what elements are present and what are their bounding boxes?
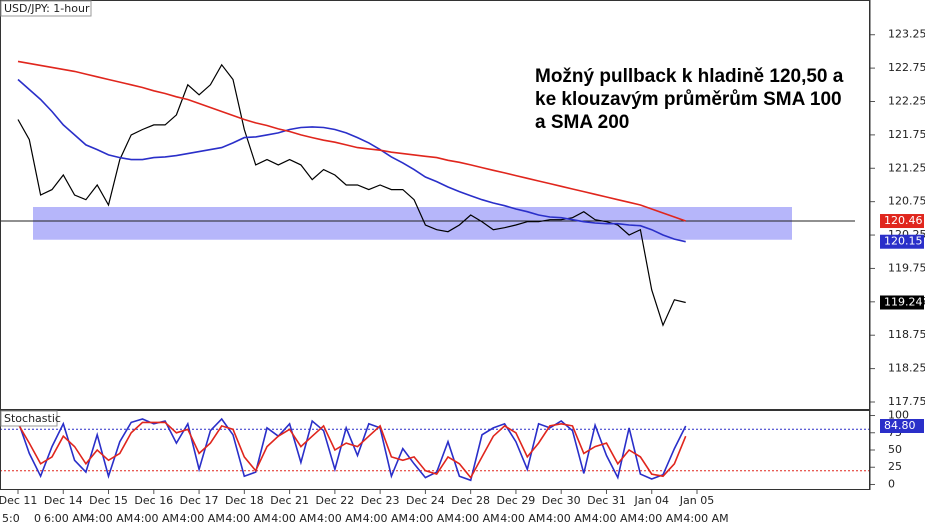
y-tick-label: 50: [888, 443, 902, 456]
time-label: 4:00 AM: [683, 512, 728, 525]
time-label: 4:00 AM: [638, 512, 683, 525]
title-box: [0, 0, 92, 17]
series-line: [17, 417, 687, 482]
annotation: Možný pullback k hladině 120,50 a: [535, 66, 844, 87]
price-tag: [880, 214, 924, 229]
y-tick-label: 123.25: [888, 28, 925, 41]
x-tick-label: Dec 23: [361, 494, 400, 507]
y-tick-label: 117.75: [888, 395, 925, 408]
x-tick-label: Dec 24: [406, 494, 445, 507]
time-label: 4:00 AM: [225, 512, 270, 525]
x-tick-label: Dec 14: [44, 494, 83, 507]
time-label: 4:00 AM: [180, 512, 225, 525]
time-label: 4:00 AM: [454, 512, 499, 525]
x-tick-label: Dec 28: [451, 494, 490, 507]
x-tick-label: Dec 11: [0, 494, 37, 507]
series-line: [17, 78, 686, 243]
y-tick-label: 122.75: [888, 61, 925, 74]
y-tick-label: 100: [888, 409, 909, 422]
price-tag: [880, 295, 924, 310]
x-tick-label: Dec 21: [270, 494, 309, 507]
y-tick-label: 120.75: [888, 195, 925, 208]
price-tag: [880, 234, 924, 249]
annotation: ke klouzavým průměrům SMA 100: [535, 89, 842, 110]
x-tick-label: Dec 15: [89, 494, 128, 507]
y-tick-label: 122.25: [888, 94, 925, 107]
time-label: 4:00 AM: [592, 512, 637, 525]
x-tick-label: Jan 05: [679, 494, 714, 507]
y-tick-label: 25: [888, 460, 902, 473]
y-tick-label: 118.25: [888, 362, 925, 375]
x-tick-label: Dec 29: [497, 494, 536, 507]
y-tick-label: 0: [888, 477, 895, 490]
x-tick-label: Dec 17: [180, 494, 219, 507]
x-tick-label: Dec 31: [587, 494, 626, 507]
x-tick-label: Dec 30: [542, 494, 581, 507]
y-tick-label: 121.25: [888, 161, 925, 174]
price-tag: [880, 419, 924, 433]
time-label: 0: [34, 512, 41, 525]
zone: [33, 207, 792, 240]
panel-title: USD/JPY: 1-hour: [4, 2, 90, 15]
time-label: 4:00 AM: [271, 512, 316, 525]
price-tag-label: 84.80: [884, 419, 916, 432]
panel-title: Stochastic: [4, 412, 61, 425]
x-tick-label: Dec 18: [225, 494, 264, 507]
y-tick-label: 119.75: [888, 261, 925, 274]
series-line: [17, 421, 687, 480]
time-label: 4:00 AM: [546, 512, 591, 525]
price-tag-label: 120.15: [884, 235, 923, 248]
x-tick-label: Dec 22: [315, 494, 354, 507]
series-line: [17, 60, 686, 222]
title-box: [0, 410, 58, 427]
x-tick-label: Jan 04: [634, 494, 669, 507]
time-label: 4:00 AM: [409, 512, 454, 525]
time-label: 6:00 AM: [44, 512, 89, 525]
time-label: 4:00 AM: [363, 512, 408, 525]
time-label: 4:00 AM: [500, 512, 545, 525]
time-label: 4:00 AM: [88, 512, 133, 525]
price-tag-label: 119.24: [884, 295, 923, 308]
x-tick-label: Dec 16: [134, 494, 173, 507]
time-label: 5:0: [2, 512, 20, 525]
annotation: a SMA 200: [535, 112, 629, 133]
time-label: 4:00 AM: [134, 512, 179, 525]
y-tick-label: 121.75: [888, 128, 925, 141]
time-label: 4:00 AM: [317, 512, 362, 525]
y-tick-label: 118.75: [888, 328, 925, 341]
price-tag-label: 120.46: [884, 214, 923, 227]
series-line: [17, 63, 686, 327]
